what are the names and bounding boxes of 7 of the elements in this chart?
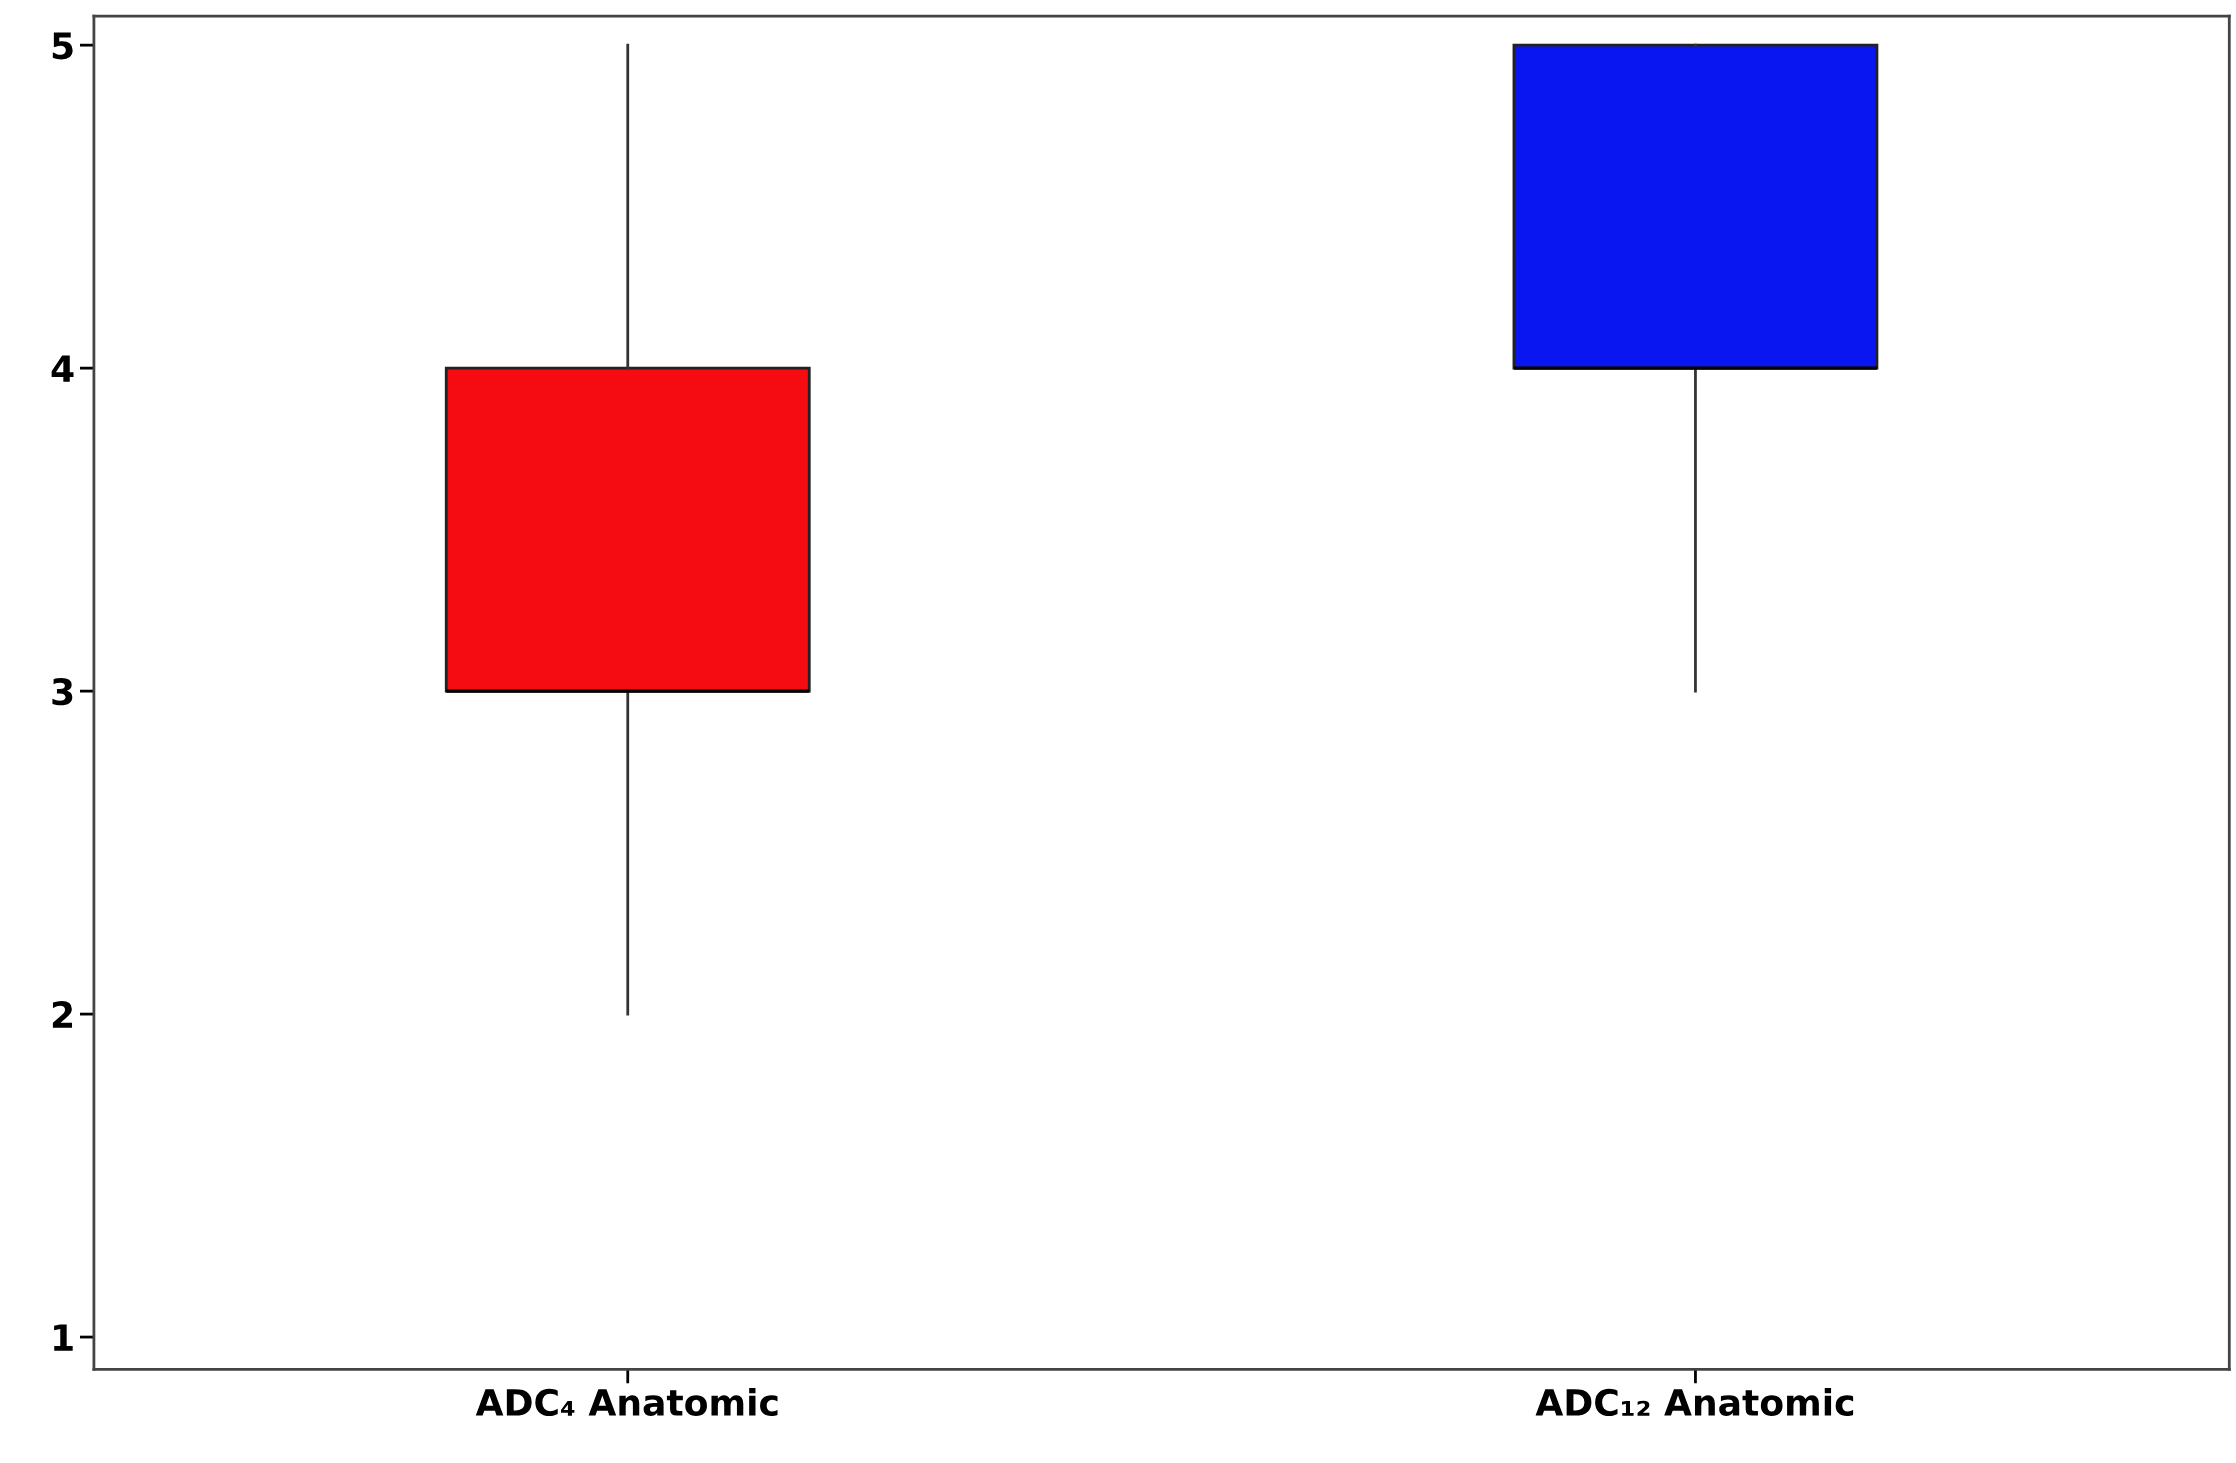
x-tick-label: ADC₁₂ Anatomic [1535,1388,1854,1417]
y-tick-label: 4 [51,355,74,382]
x-tick-label: ADC₄ Anatomic [475,1388,778,1417]
y-tick-label: 2 [52,1001,73,1028]
y-tick-label: 1 [54,1324,73,1351]
y-tick-label: 5 [52,32,73,60]
y-tick-label: 3 [52,678,73,706]
